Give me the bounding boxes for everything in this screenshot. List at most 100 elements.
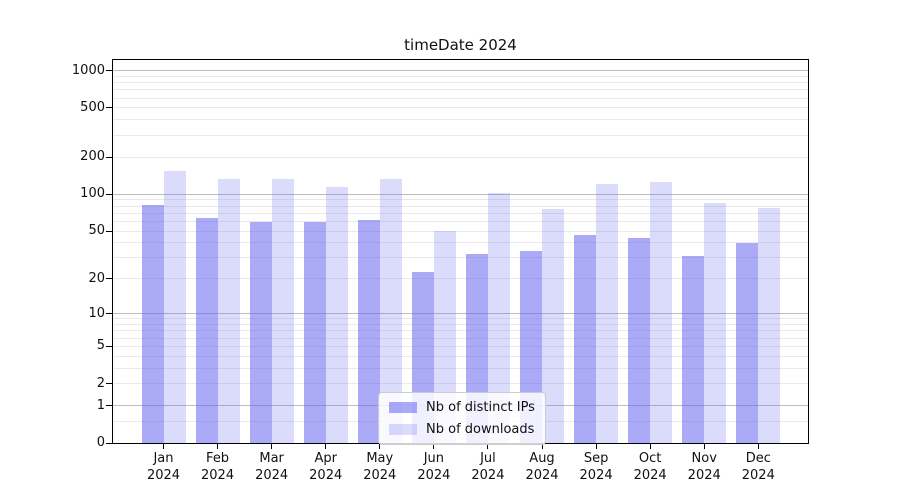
legend-label-downloads: Nb of downloads: [426, 422, 535, 437]
x-tick-label-oct-2024: Oct 2024: [633, 451, 667, 483]
x-tick-mark: [433, 444, 435, 449]
bar-nb-of-downloads-nov-2024: [704, 202, 727, 443]
y-tick-label-500: 500: [80, 99, 105, 115]
bar-nb-of-downloads-may-2024: [379, 178, 402, 443]
x-tick-label-mar-2024: Mar 2024: [255, 451, 289, 483]
gridline-minor: [113, 199, 808, 201]
gridline-minor: [113, 156, 808, 158]
x-tick-mark: [271, 444, 273, 449]
y-tick-label-2: 2: [96, 375, 105, 391]
legend-item: Nb of distinct IPs: [389, 400, 535, 415]
x-tick-mark: [325, 444, 327, 449]
gridline-minor: [113, 367, 808, 369]
bar-nb-of-downloads-jan-2024: [163, 170, 186, 443]
bar-nb-of-distinct-ips-jan-2024: [141, 204, 164, 443]
gridline-minor: [113, 337, 808, 339]
gridline-major-1000: [113, 70, 808, 71]
legend: Nb of distinct IPs Nb of downloads: [378, 392, 546, 445]
gridline-minor: [113, 75, 808, 77]
bar-nb-of-downloads-feb-2024: [217, 178, 240, 443]
x-tick-mark: [595, 444, 597, 449]
y-tick-label-1000: 1000: [71, 62, 105, 78]
y-tick-mark: [106, 156, 112, 158]
gridline-major-10: [113, 313, 808, 315]
bar-nb-of-downloads-oct-2024: [650, 181, 673, 443]
gridline-minor: [113, 257, 808, 259]
y-tick-mark: [106, 313, 112, 315]
x-tick-mark: [703, 444, 705, 449]
x-tick-mark: [541, 444, 543, 449]
x-tick-label-jul-2024: Jul 2024: [471, 451, 505, 483]
gridline-minor: [113, 220, 808, 222]
gridline-minor: [113, 230, 808, 232]
gridline-minor: [113, 134, 808, 136]
x-tick-mark: [379, 444, 381, 449]
x-tick-label-dec-2024: Dec 2024: [741, 451, 775, 483]
bar-nb-of-distinct-ips-dec-2024: [736, 242, 759, 443]
gridline-minor: [113, 119, 808, 121]
bar-nb-of-distinct-ips-mar-2024: [249, 222, 272, 443]
y-tick-mark: [106, 383, 112, 385]
gridline-minor: [113, 97, 808, 99]
y-tick-label-50: 50: [88, 223, 105, 238]
bar-nb-of-distinct-ips-may-2024: [357, 220, 380, 443]
gridline-minor: [113, 82, 808, 84]
plot-area: [112, 59, 809, 444]
gridline-minor: [113, 212, 808, 214]
bar-nb-of-downloads-sep-2024: [596, 183, 619, 443]
legend-item: Nb of downloads: [389, 422, 535, 437]
y-tick-mark: [106, 70, 112, 71]
gridline-minor: [113, 345, 808, 347]
x-tick-label-jan-2024: Jan 2024: [146, 451, 181, 483]
gridline-minor: [113, 383, 808, 385]
bar-nb-of-downloads-dec-2024: [758, 208, 781, 443]
y-tick-label-5: 5: [96, 338, 105, 354]
gridline-minor: [113, 318, 808, 320]
gridline-minor: [113, 330, 808, 332]
bar-nb-of-distinct-ips-apr-2024: [303, 222, 326, 443]
gridline-minor: [113, 355, 808, 357]
y-tick-mark: [106, 230, 112, 232]
legend-swatch-downloads: [389, 424, 417, 435]
bar-nb-of-downloads-apr-2024: [325, 186, 348, 443]
x-tick-mark: [757, 444, 759, 449]
gridline-major-100: [113, 193, 808, 195]
y-tick-mark: [106, 107, 112, 109]
bar-nb-of-distinct-ips-nov-2024: [682, 256, 705, 443]
x-tick-label-may-2024: May 2024: [363, 451, 397, 483]
y-tick-mark: [106, 442, 112, 444]
bar-nb-of-distinct-ips-feb-2024: [195, 217, 218, 443]
bar-nb-of-downloads-jul-2024: [487, 192, 510, 443]
gridline-minor: [113, 242, 808, 244]
y-tick-label-200: 200: [80, 149, 105, 165]
bar-nb-of-distinct-ips-sep-2024: [574, 235, 597, 443]
x-tick-label-nov-2024: Nov 2024: [687, 451, 721, 483]
y-tick-mark: [106, 193, 112, 195]
x-tick-label-aug-2024: Aug 2024: [525, 451, 559, 483]
x-tick-label-jun-2024: Jun 2024: [417, 451, 451, 483]
x-tick-label-sep-2024: Sep 2024: [579, 451, 613, 483]
bar-nb-of-downloads-jun-2024: [433, 231, 456, 443]
x-tick-label-feb-2024: Feb 2024: [201, 451, 235, 483]
gridline-minor: [113, 89, 808, 91]
y-tick-mark: [106, 345, 112, 347]
x-tick-label-apr-2024: Apr 2024: [309, 451, 343, 483]
x-tick-mark: [163, 444, 164, 449]
gridline-minor: [113, 278, 808, 280]
legend-swatch-distinct-ips: [389, 402, 417, 413]
y-tick-mark: [106, 278, 112, 280]
y-tick-label-1: 1: [96, 397, 105, 413]
chart-title: timeDate 2024: [404, 36, 517, 54]
y-tick-mark: [106, 405, 112, 407]
y-tick-label-100: 100: [80, 186, 105, 202]
gridline-minor: [113, 324, 808, 326]
bar-nb-of-distinct-ips-oct-2024: [628, 237, 651, 443]
gridline-minor: [113, 107, 808, 109]
bar-nb-of-downloads-mar-2024: [271, 178, 294, 443]
x-tick-mark: [649, 444, 651, 449]
y-tick-label-10: 10: [88, 305, 105, 321]
x-tick-mark: [487, 444, 489, 449]
x-tick-mark: [217, 444, 219, 449]
legend-label-distinct-ips: Nb of distinct IPs: [426, 400, 535, 415]
